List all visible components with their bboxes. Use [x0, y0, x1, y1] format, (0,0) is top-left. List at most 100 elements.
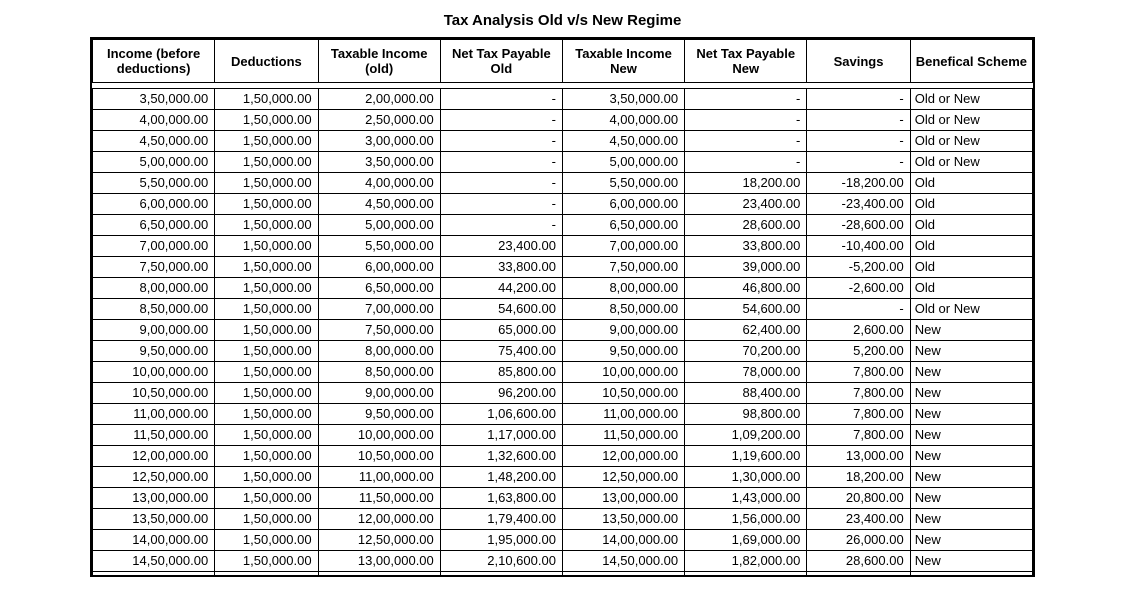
- table-cell: 1,50,000.00: [215, 488, 318, 509]
- table-cell: 7,50,000.00: [562, 257, 684, 278]
- col-header-tax-new: Net Tax Payable New: [685, 40, 807, 83]
- table-cell: 10,00,000.00: [318, 425, 440, 446]
- table-cell: Old: [910, 173, 1032, 194]
- table-row: 8,50,000.001,50,000.007,00,000.0054,600.…: [93, 299, 1033, 320]
- table-cell: 1,06,600.00: [440, 404, 562, 425]
- table-cell: 1,30,000.00: [685, 467, 807, 488]
- table-cell: 1,43,000.00: [685, 488, 807, 509]
- table-cell: 10,50,000.00: [562, 383, 684, 404]
- table-row: 5,00,000.001,50,000.003,50,000.00-5,00,0…: [93, 152, 1033, 173]
- table-cell: 1,17,000.00: [440, 425, 562, 446]
- table-cell: 8,00,000.00: [318, 341, 440, 362]
- table-cell: 18,200.00: [807, 467, 910, 488]
- table-cell: 1,09,200.00: [685, 425, 807, 446]
- table-cell: 1,50,000.00: [215, 110, 318, 131]
- table-cell: 1,82,000.00: [685, 551, 807, 572]
- table-cell: 4,50,000.00: [562, 131, 684, 152]
- table-cell: 31,200.00: [807, 572, 910, 578]
- table-cell: 1,79,400.00: [440, 509, 562, 530]
- table-cell: 1,50,000.00: [215, 152, 318, 173]
- table-cell: 5,50,000.00: [562, 173, 684, 194]
- table-cell: 28,600.00: [807, 551, 910, 572]
- table-cell: 9,00,000.00: [562, 320, 684, 341]
- table-cell: 1,56,000.00: [685, 509, 807, 530]
- table-cell: -: [440, 152, 562, 173]
- table-cell: 6,50,000.00: [318, 278, 440, 299]
- table-row: 13,00,000.001,50,000.0011,50,000.001,63,…: [93, 488, 1033, 509]
- table-cell: 12,50,000.00: [318, 530, 440, 551]
- table-cell: -: [807, 131, 910, 152]
- table-container: Income (before deductions) Deductions Ta…: [90, 37, 1035, 577]
- table-cell: New: [910, 509, 1032, 530]
- table-cell: New: [910, 404, 1032, 425]
- table-cell: 3,50,000.00: [318, 152, 440, 173]
- table-cell: 4,00,000.00: [93, 110, 215, 131]
- table-row: 14,00,000.001,50,000.0012,50,000.001,95,…: [93, 530, 1033, 551]
- table-cell: 8,00,000.00: [93, 278, 215, 299]
- table-cell: 5,00,000.00: [562, 152, 684, 173]
- col-header-tax-old: Net Tax Payable Old: [440, 40, 562, 83]
- table-cell: 14,00,000.00: [93, 530, 215, 551]
- col-header-scheme: Benefical Scheme: [910, 40, 1032, 83]
- table-cell: -5,200.00: [807, 257, 910, 278]
- table-cell: 1,50,000.00: [215, 89, 318, 110]
- table-cell: 1,50,000.00: [215, 257, 318, 278]
- table-cell: 10,50,000.00: [93, 383, 215, 404]
- table-cell: New: [910, 488, 1032, 509]
- table-row: 15,00,000.001,50,000.0013,50,000.002,26,…: [93, 572, 1033, 578]
- table-cell: 1,48,200.00: [440, 467, 562, 488]
- table-cell: Old: [910, 194, 1032, 215]
- table-cell: 1,32,600.00: [440, 446, 562, 467]
- table-cell: -: [440, 194, 562, 215]
- table-cell: 1,50,000.00: [215, 467, 318, 488]
- table-cell: 10,00,000.00: [562, 362, 684, 383]
- table-cell: 12,00,000.00: [318, 509, 440, 530]
- table-cell: -: [807, 110, 910, 131]
- table-row: 13,50,000.001,50,000.0012,00,000.001,79,…: [93, 509, 1033, 530]
- table-cell: 4,00,000.00: [318, 173, 440, 194]
- table-cell: Old or New: [910, 110, 1032, 131]
- table-cell: 7,800.00: [807, 425, 910, 446]
- table-cell: 1,50,000.00: [215, 215, 318, 236]
- table-row: 11,50,000.001,50,000.0010,00,000.001,17,…: [93, 425, 1033, 446]
- table-cell: 2,26,200.00: [440, 572, 562, 578]
- table-row: 12,50,000.001,50,000.0011,00,000.001,48,…: [93, 467, 1033, 488]
- table-cell: 33,800.00: [685, 236, 807, 257]
- table-cell: 23,400.00: [685, 194, 807, 215]
- table-cell: -: [685, 152, 807, 173]
- table-cell: 2,600.00: [807, 320, 910, 341]
- table-cell: 12,50,000.00: [93, 467, 215, 488]
- table-cell: 6,00,000.00: [93, 194, 215, 215]
- table-cell: 5,50,000.00: [318, 236, 440, 257]
- table-cell: -: [685, 110, 807, 131]
- table-cell: 26,000.00: [807, 530, 910, 551]
- table-cell: 1,50,000.00: [215, 173, 318, 194]
- table-cell: 1,50,000.00: [215, 131, 318, 152]
- table-cell: 9,00,000.00: [93, 320, 215, 341]
- table-cell: 7,800.00: [807, 383, 910, 404]
- table-cell: 2,00,000.00: [318, 89, 440, 110]
- table-cell: 3,00,000.00: [318, 131, 440, 152]
- table-cell: 1,50,000.00: [215, 572, 318, 578]
- table-cell: 6,00,000.00: [562, 194, 684, 215]
- table-row: 14,50,000.001,50,000.0013,00,000.002,10,…: [93, 551, 1033, 572]
- table-cell: 11,50,000.00: [318, 488, 440, 509]
- table-row: 12,00,000.001,50,000.0010,50,000.001,32,…: [93, 446, 1033, 467]
- table-cell: 1,50,000.00: [215, 236, 318, 257]
- table-cell: 13,50,000.00: [562, 509, 684, 530]
- table-cell: -10,400.00: [807, 236, 910, 257]
- table-cell: -: [807, 89, 910, 110]
- table-cell: 70,200.00: [685, 341, 807, 362]
- table-row: 8,00,000.001,50,000.006,50,000.0044,200.…: [93, 278, 1033, 299]
- table-cell: 7,800.00: [807, 404, 910, 425]
- table-cell: 13,00,000.00: [93, 488, 215, 509]
- table-cell: -: [440, 131, 562, 152]
- table-cell: 3,50,000.00: [93, 89, 215, 110]
- table-cell: 14,50,000.00: [93, 551, 215, 572]
- table-cell: 14,50,000.00: [562, 551, 684, 572]
- table-cell: New: [910, 572, 1032, 578]
- table-cell: 7,00,000.00: [562, 236, 684, 257]
- table-cell: 13,000.00: [807, 446, 910, 467]
- table-cell: 12,50,000.00: [562, 467, 684, 488]
- table-row: 6,50,000.001,50,000.005,00,000.00-6,50,0…: [93, 215, 1033, 236]
